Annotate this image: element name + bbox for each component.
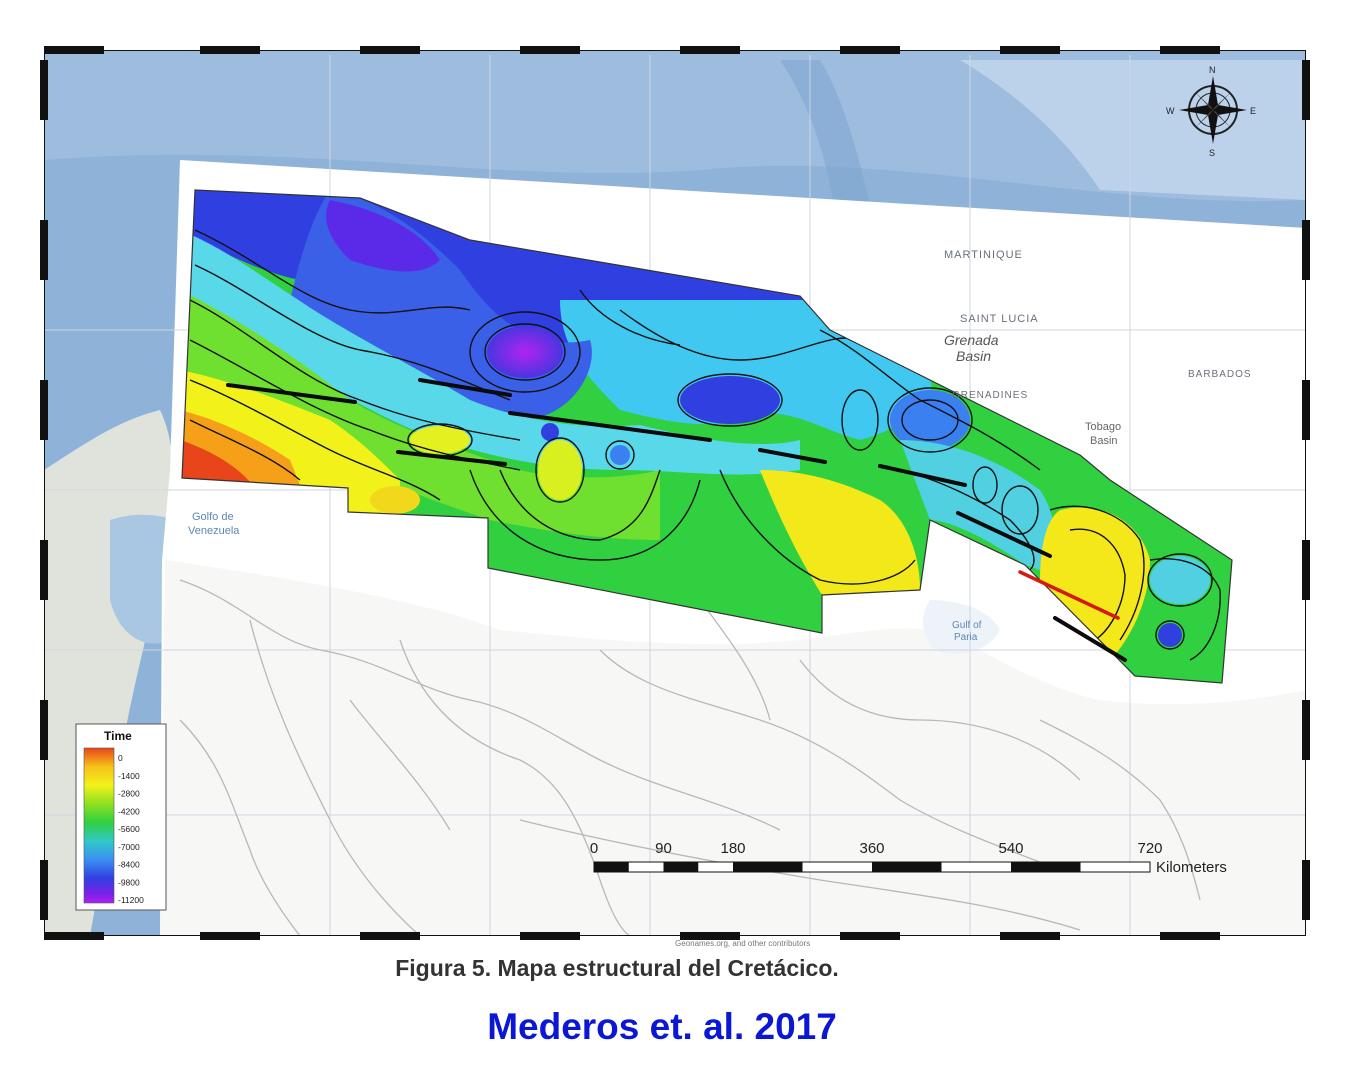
scale-tick-label: 540 bbox=[998, 840, 1023, 857]
legend-tick-label: -11200 bbox=[118, 895, 144, 905]
zone-purple-north bbox=[326, 200, 440, 272]
label-gulf-paria: Gulf of Paria bbox=[952, 620, 982, 643]
fault-line-7 bbox=[956, 511, 1052, 558]
scale-bar-segment bbox=[663, 862, 699, 872]
contour-lines bbox=[189, 229, 1221, 661]
zone-yellow-pocket-1 bbox=[410, 426, 470, 454]
fault-line-1 bbox=[226, 383, 357, 404]
fault-line-6 bbox=[878, 464, 967, 487]
label-saint-lucia: SAINT LUCIA bbox=[960, 313, 1039, 325]
gulf-paria-water bbox=[923, 600, 1000, 654]
zone-deep-east-spot bbox=[1158, 623, 1182, 647]
zone-yellow-pocket-3 bbox=[370, 486, 420, 514]
scale-bar-segment bbox=[1011, 862, 1081, 872]
label-attribution: Geonames.org, and other contributors bbox=[675, 939, 810, 948]
figure-caption: Figura 5. Mapa estructural del Cretácico… bbox=[0, 955, 1364, 982]
fault-line-3 bbox=[418, 378, 512, 397]
fault-line-2 bbox=[396, 450, 507, 466]
legend-tick-label: -8400 bbox=[118, 860, 140, 870]
label-golfo-venezuela: Golfo de Venezuela bbox=[188, 511, 240, 537]
label-barbados: BARBADOS bbox=[1188, 369, 1252, 380]
scale-tick-label: 720 bbox=[1137, 840, 1162, 857]
zone-purple-spot bbox=[487, 326, 563, 378]
shallow-shelf bbox=[960, 60, 1306, 200]
compass-e: E bbox=[1250, 106, 1256, 116]
compass-rose: N S E W bbox=[1166, 65, 1256, 158]
scale-tick-label: 360 bbox=[859, 840, 884, 857]
zone-yellow-south bbox=[760, 470, 920, 595]
label-grenadines: GRENADINES bbox=[952, 390, 1028, 401]
legend-tick-label: -9800 bbox=[118, 877, 140, 887]
scale-tick-label: 180 bbox=[720, 840, 745, 857]
scale-bar: 0 90 180 360 540 720 Kilometers bbox=[590, 840, 1227, 876]
label-martinique: MARTINIQUE bbox=[944, 249, 1023, 261]
faults bbox=[226, 378, 1127, 662]
legend-title: Time bbox=[104, 729, 132, 743]
zone-cyan-east-tip bbox=[1150, 556, 1210, 604]
zone-deep-spot-2 bbox=[541, 423, 559, 441]
ocean-shade-ridge bbox=[780, 60, 880, 240]
legend-tick-label: 0 bbox=[118, 753, 123, 763]
legend-tick-label: -7000 bbox=[118, 842, 140, 852]
compass-w: W bbox=[1166, 106, 1175, 116]
scale-segments bbox=[593, 861, 1151, 873]
legend: Time 0 -1400 -2800 -4200 -5600 -7000 -8400 -980… bbox=[75, 723, 167, 911]
zone-yellow-pocket-2 bbox=[538, 440, 582, 500]
fault-line-4 bbox=[508, 411, 712, 442]
map-labels: MARTINIQUE SAINT LUCIA GRENADINES BARBAD… bbox=[188, 249, 1252, 948]
scale-bar-segment bbox=[594, 862, 629, 872]
land-south bbox=[160, 560, 1306, 936]
label-tobago-basin: Tobago Basin bbox=[1085, 421, 1121, 447]
fault-line-5 bbox=[758, 448, 827, 464]
legend-colorbar bbox=[83, 747, 115, 904]
label-grenada-basin: Grenada Basin bbox=[944, 332, 999, 364]
scale-unit: Kilometers bbox=[1156, 859, 1227, 876]
legend-tick-label: -4200 bbox=[118, 806, 140, 816]
boundaries bbox=[179, 579, 1201, 936]
compass-n: N bbox=[1209, 65, 1216, 75]
zone-blue-east-2 bbox=[890, 390, 970, 450]
citation-text: Mederos et. al. 2017 bbox=[487, 1006, 837, 1047]
figure-caption-text: Figura 5. Mapa estructural del Cretácico… bbox=[395, 955, 839, 981]
zone-deep-spot-1 bbox=[610, 445, 630, 465]
legend-tick-label: -2800 bbox=[118, 789, 140, 799]
fault-line-red bbox=[1018, 570, 1120, 620]
zone-blue-east-1 bbox=[680, 376, 780, 424]
legend-tick-label: -1400 bbox=[118, 771, 140, 781]
scale-tick-label: 0 bbox=[590, 840, 598, 857]
ocean-shade-north bbox=[44, 50, 1306, 202]
legend-tick-label: -5600 bbox=[118, 824, 140, 834]
zone-cyan-band bbox=[182, 230, 800, 475]
survey-polygon-outline bbox=[181, 189, 1233, 684]
zone-red-sw bbox=[182, 440, 250, 482]
scale-bar-segment bbox=[733, 862, 803, 872]
scale-bar-segment bbox=[872, 862, 942, 872]
zone-cyan-southeast bbox=[900, 440, 1055, 570]
compass-s: S bbox=[1209, 148, 1215, 158]
citation: Mederos et. al. 2017 bbox=[0, 1006, 1364, 1048]
legend-tick-labels: 0 -1400 -2800 -4200 -5600 -7000 -8400 -9800 -112… bbox=[118, 753, 144, 905]
fault-line-8 bbox=[1053, 616, 1127, 662]
scale-tick-label: 90 bbox=[655, 840, 672, 857]
frame-ticks bbox=[40, 46, 1310, 940]
scale-tick-labels: 0 90 180 360 540 720 bbox=[590, 840, 1163, 857]
